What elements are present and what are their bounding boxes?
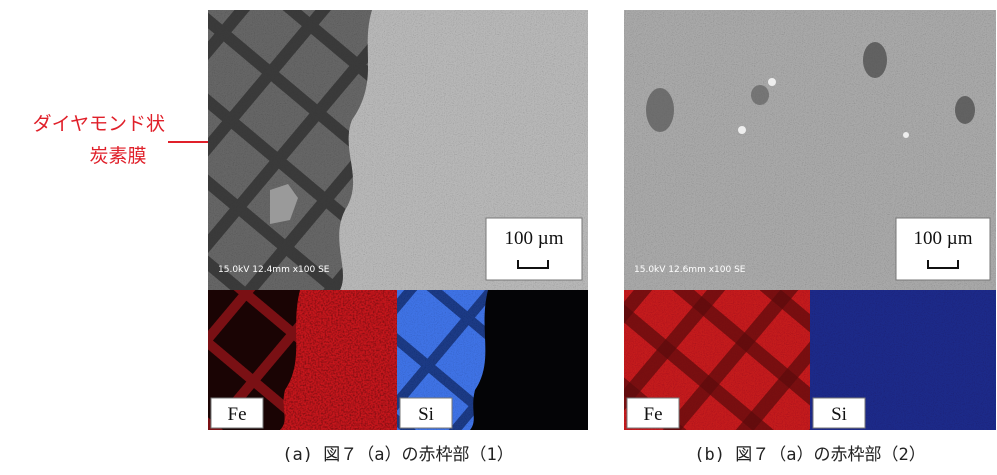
annotation-text: ダイヤモンド状: [33, 113, 165, 135]
fe-map: Fe: [624, 290, 810, 430]
element-label: Fe: [228, 404, 247, 425]
sem-image: 15.0kV 12.4mm x100 SE 100 µm: [208, 10, 588, 290]
figure: ダイヤモンド状 炭素膜 15.0kV 12.4mm x100 SE 100 µm…: [0, 0, 997, 475]
caption: (b) 図７（a）の赤枠部（2）: [694, 445, 925, 465]
sem-info: 15.0kV 12.6mm x100 SE: [634, 265, 746, 275]
element-label: Fe: [644, 404, 663, 425]
scale-bar-label: 100 µm: [914, 228, 973, 249]
scale-bar-label: 100 µm: [505, 228, 564, 249]
si-map: Si: [810, 290, 996, 430]
sem-info: 15.0kV 12.4mm x100 SE: [218, 265, 330, 275]
element-label: Si: [831, 404, 847, 425]
caption: (a) 図７（a）の赤枠部（1）: [282, 445, 513, 465]
element-label: Si: [418, 404, 434, 425]
fe-map: Fe: [208, 290, 397, 430]
si-map: Si: [397, 290, 588, 430]
sem-image: 15.0kV 12.6mm x100 SE 100 µm: [624, 10, 996, 290]
annotation-text: 炭素膜: [89, 145, 146, 167]
